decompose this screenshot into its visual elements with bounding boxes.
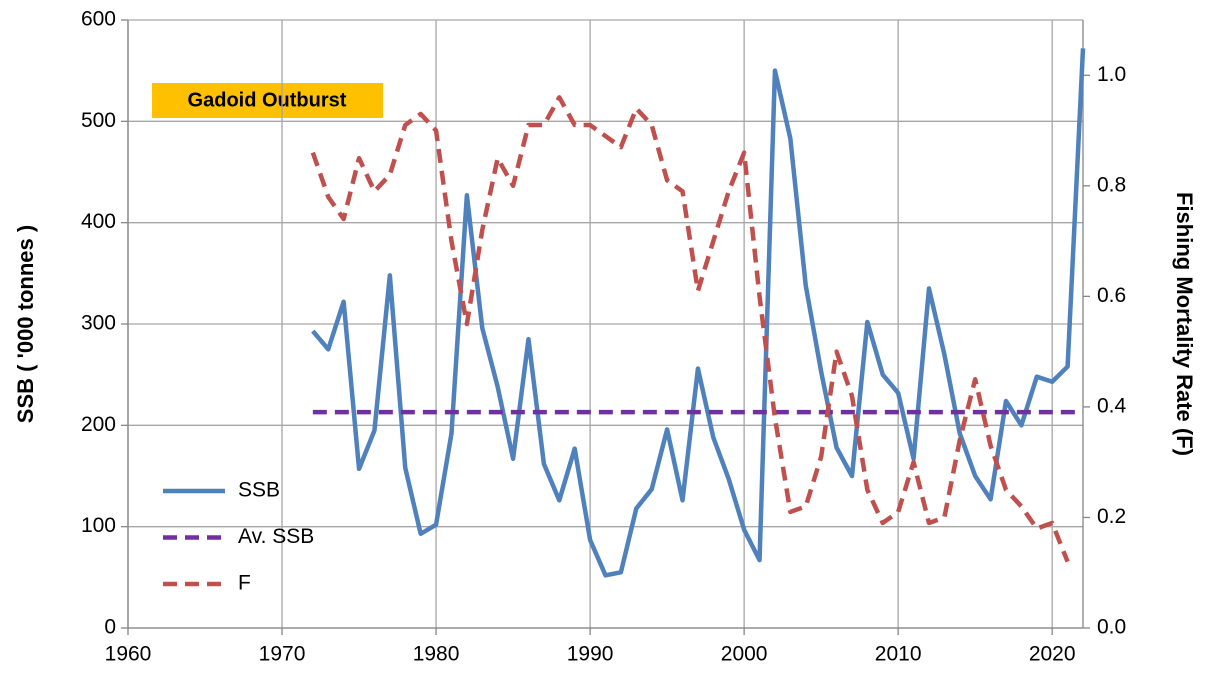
legend-label: Av. SSB (238, 525, 314, 548)
legend-label: F (238, 572, 251, 595)
y2-tick-label: 0.6 (1097, 284, 1126, 307)
y2-tick-label: 0.4 (1097, 394, 1127, 417)
y-tick-label: 200 (81, 413, 116, 436)
y-tick-label: 600 (81, 8, 116, 31)
y-tick-label: 400 (81, 210, 116, 233)
annotation-box (152, 83, 383, 118)
y2-axis-title: Fishing Mortality Rate (F) (1172, 192, 1197, 456)
series-line (310, 95, 1070, 563)
legend-label: SSB (238, 479, 280, 502)
y-tick-label: 100 (81, 514, 116, 537)
x-tick-label: 1970 (259, 643, 306, 666)
y-tick-label: 500 (81, 109, 116, 132)
y-tick-label: 300 (81, 312, 116, 335)
y2-tick-label: 0.0 (1097, 616, 1126, 639)
x-tick-label: 1960 (105, 643, 152, 666)
y2-tick-label: 1.0 (1097, 63, 1126, 86)
y-tick-label: 0 (104, 616, 116, 639)
x-tick-label: 1990 (567, 643, 614, 666)
y-axis-title: SSB ( '000 tonnes ) (13, 225, 38, 423)
x-tick-label: 2000 (721, 643, 768, 666)
y2-tick-label: 0.8 (1097, 173, 1126, 196)
annotation: Gadoid Outburst (188, 89, 347, 111)
series-line (311, 48, 1086, 578)
x-tick-label: 2010 (875, 643, 922, 666)
x-tick-label: 2020 (1029, 643, 1076, 666)
x-tick-label: 1980 (413, 643, 460, 666)
y2-tick-label: 0.2 (1097, 505, 1126, 528)
